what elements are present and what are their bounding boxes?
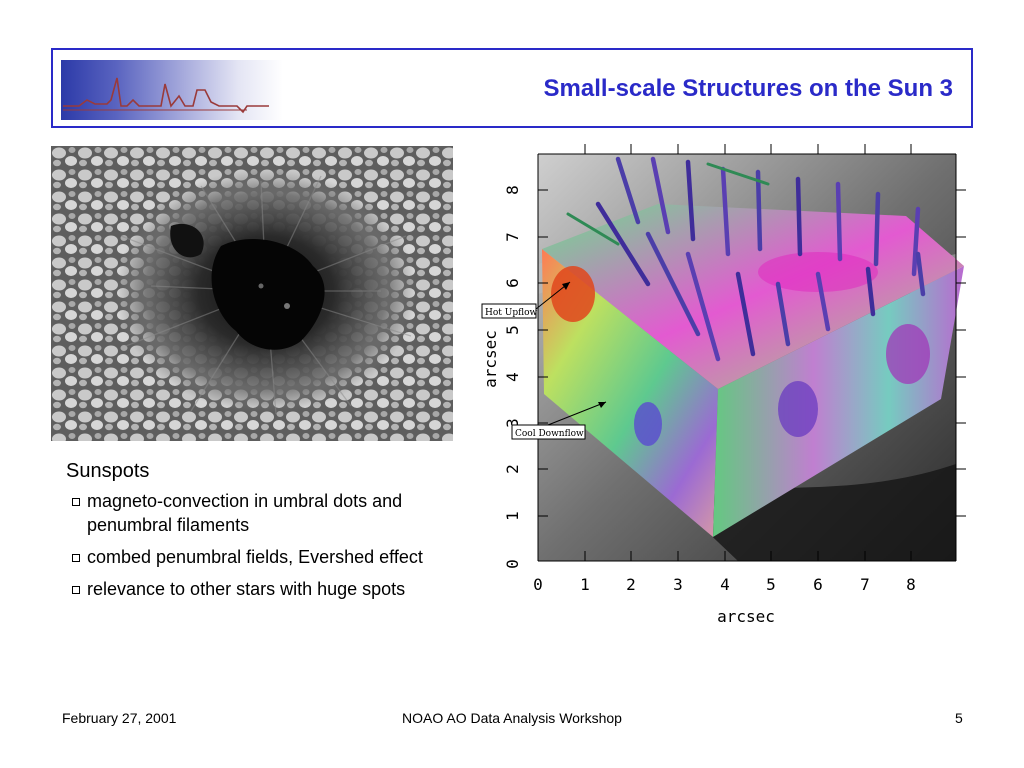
annotation-cool: Cool Downflow [511,401,607,440]
noao-logo [61,60,283,120]
y-axis [537,144,966,562]
annotation-cool-label: Cool Downflow [515,429,584,439]
y-tick-label: 2 [503,464,522,474]
x-tick-label: 5 [766,575,776,594]
x-tick-label: 1 [580,575,590,594]
y-tick-label: 4 [503,372,522,382]
bullet-item: combed penumbral fields, Evershed effect [66,545,466,569]
y-tick-label: 8 [503,185,522,195]
x-tick-label: 2 [626,575,636,594]
footer-page-number: 5 [955,710,963,726]
footer-title: NOAO AO Data Analysis Workshop [402,710,622,726]
simulation-plot: 0 1 2 3 4 5 6 7 8 arcsec 0 1 2 3 4 5 6 7… [478,144,978,634]
bullet-item: magneto-convection in umbral dots and pe… [66,489,466,537]
umbra [211,238,325,350]
x-tick-label: 8 [906,575,916,594]
x-tick-label: 7 [860,575,870,594]
section-heading: Sunspots [66,460,150,482]
bullet-section: Sunspots magneto-convection in umbral do… [66,460,466,609]
annotation-hot-label: Hot Upflow [485,308,538,318]
bullet-text: magneto-convection in umbral dots and pe… [87,491,403,535]
y-tick-label: 7 [503,232,522,242]
annotation-hot: Hot Upflow [481,281,571,319]
y-tick-label: 1 [503,511,522,521]
x-tick-label: 6 [813,575,823,594]
y-axis-label: arcsec [481,330,500,388]
sunspot-image [51,146,453,441]
slide-title: Small-scale Structures on the Sun 3 [543,75,953,102]
bullet-text: combed penumbral fields, Evershed effect [87,547,423,567]
y-tick-label: 6 [503,278,522,288]
header-box: Small-scale Structures on the Sun 3 [51,48,973,128]
field-lines [566,156,926,362]
y-tick-label: 3 [503,418,522,428]
bullet-item: relevance to other stars with huge spots [66,577,466,601]
y-tick-label: 0 [503,559,522,569]
footer-date: February 27, 2001 [62,710,177,726]
logo-skyline [63,77,269,114]
y-tick-label: 5 [503,325,522,335]
x-axis-label: arcsec [717,607,775,626]
bullet-marker-icon [72,498,80,506]
x-tick-label: 4 [720,575,730,594]
box-front-face [542,249,718,537]
bullet-text: relevance to other stars with huge spots [87,579,406,599]
box-top-face [542,204,964,389]
bullet-marker-icon [72,586,80,594]
x-tick-label: 3 [673,575,683,594]
bullet-marker-icon [72,554,80,562]
x-tick-label: 0 [533,575,543,594]
